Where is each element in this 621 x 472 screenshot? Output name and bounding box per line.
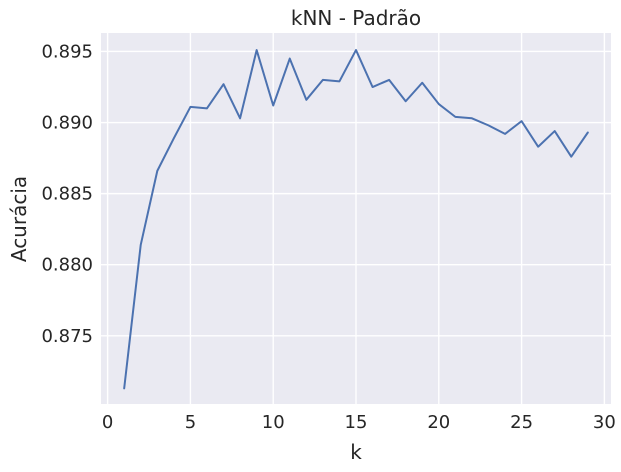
x-tick-label: 0 <box>102 412 113 433</box>
x-tick-label: 25 <box>510 412 533 433</box>
accuracy-series-line <box>123 49 589 390</box>
chart-title: kNN - Padrão <box>291 6 421 30</box>
y-tick-label: 0.890 <box>41 113 93 134</box>
x-tick-label: 15 <box>345 412 368 433</box>
series-layer <box>123 49 589 390</box>
y-axis-label: Acurácia <box>7 176 31 262</box>
x-tick-label: 10 <box>262 412 285 433</box>
x-tick-label: 20 <box>427 412 450 433</box>
x-tick-label: 5 <box>185 412 196 433</box>
y-tick-label: 0.895 <box>41 41 93 62</box>
x-tick-label: 30 <box>593 412 616 433</box>
y-tick-label: 0.885 <box>41 184 93 205</box>
x-axis-label: k <box>350 440 362 464</box>
y-tick-label: 0.875 <box>41 326 93 347</box>
y-tick-label: 0.880 <box>41 255 93 276</box>
tick-labels: 0 5 10 15 20 25 30 0.875 0.880 0.885 0.890 0.895 <box>41 41 615 433</box>
grid-lines <box>101 33 611 404</box>
